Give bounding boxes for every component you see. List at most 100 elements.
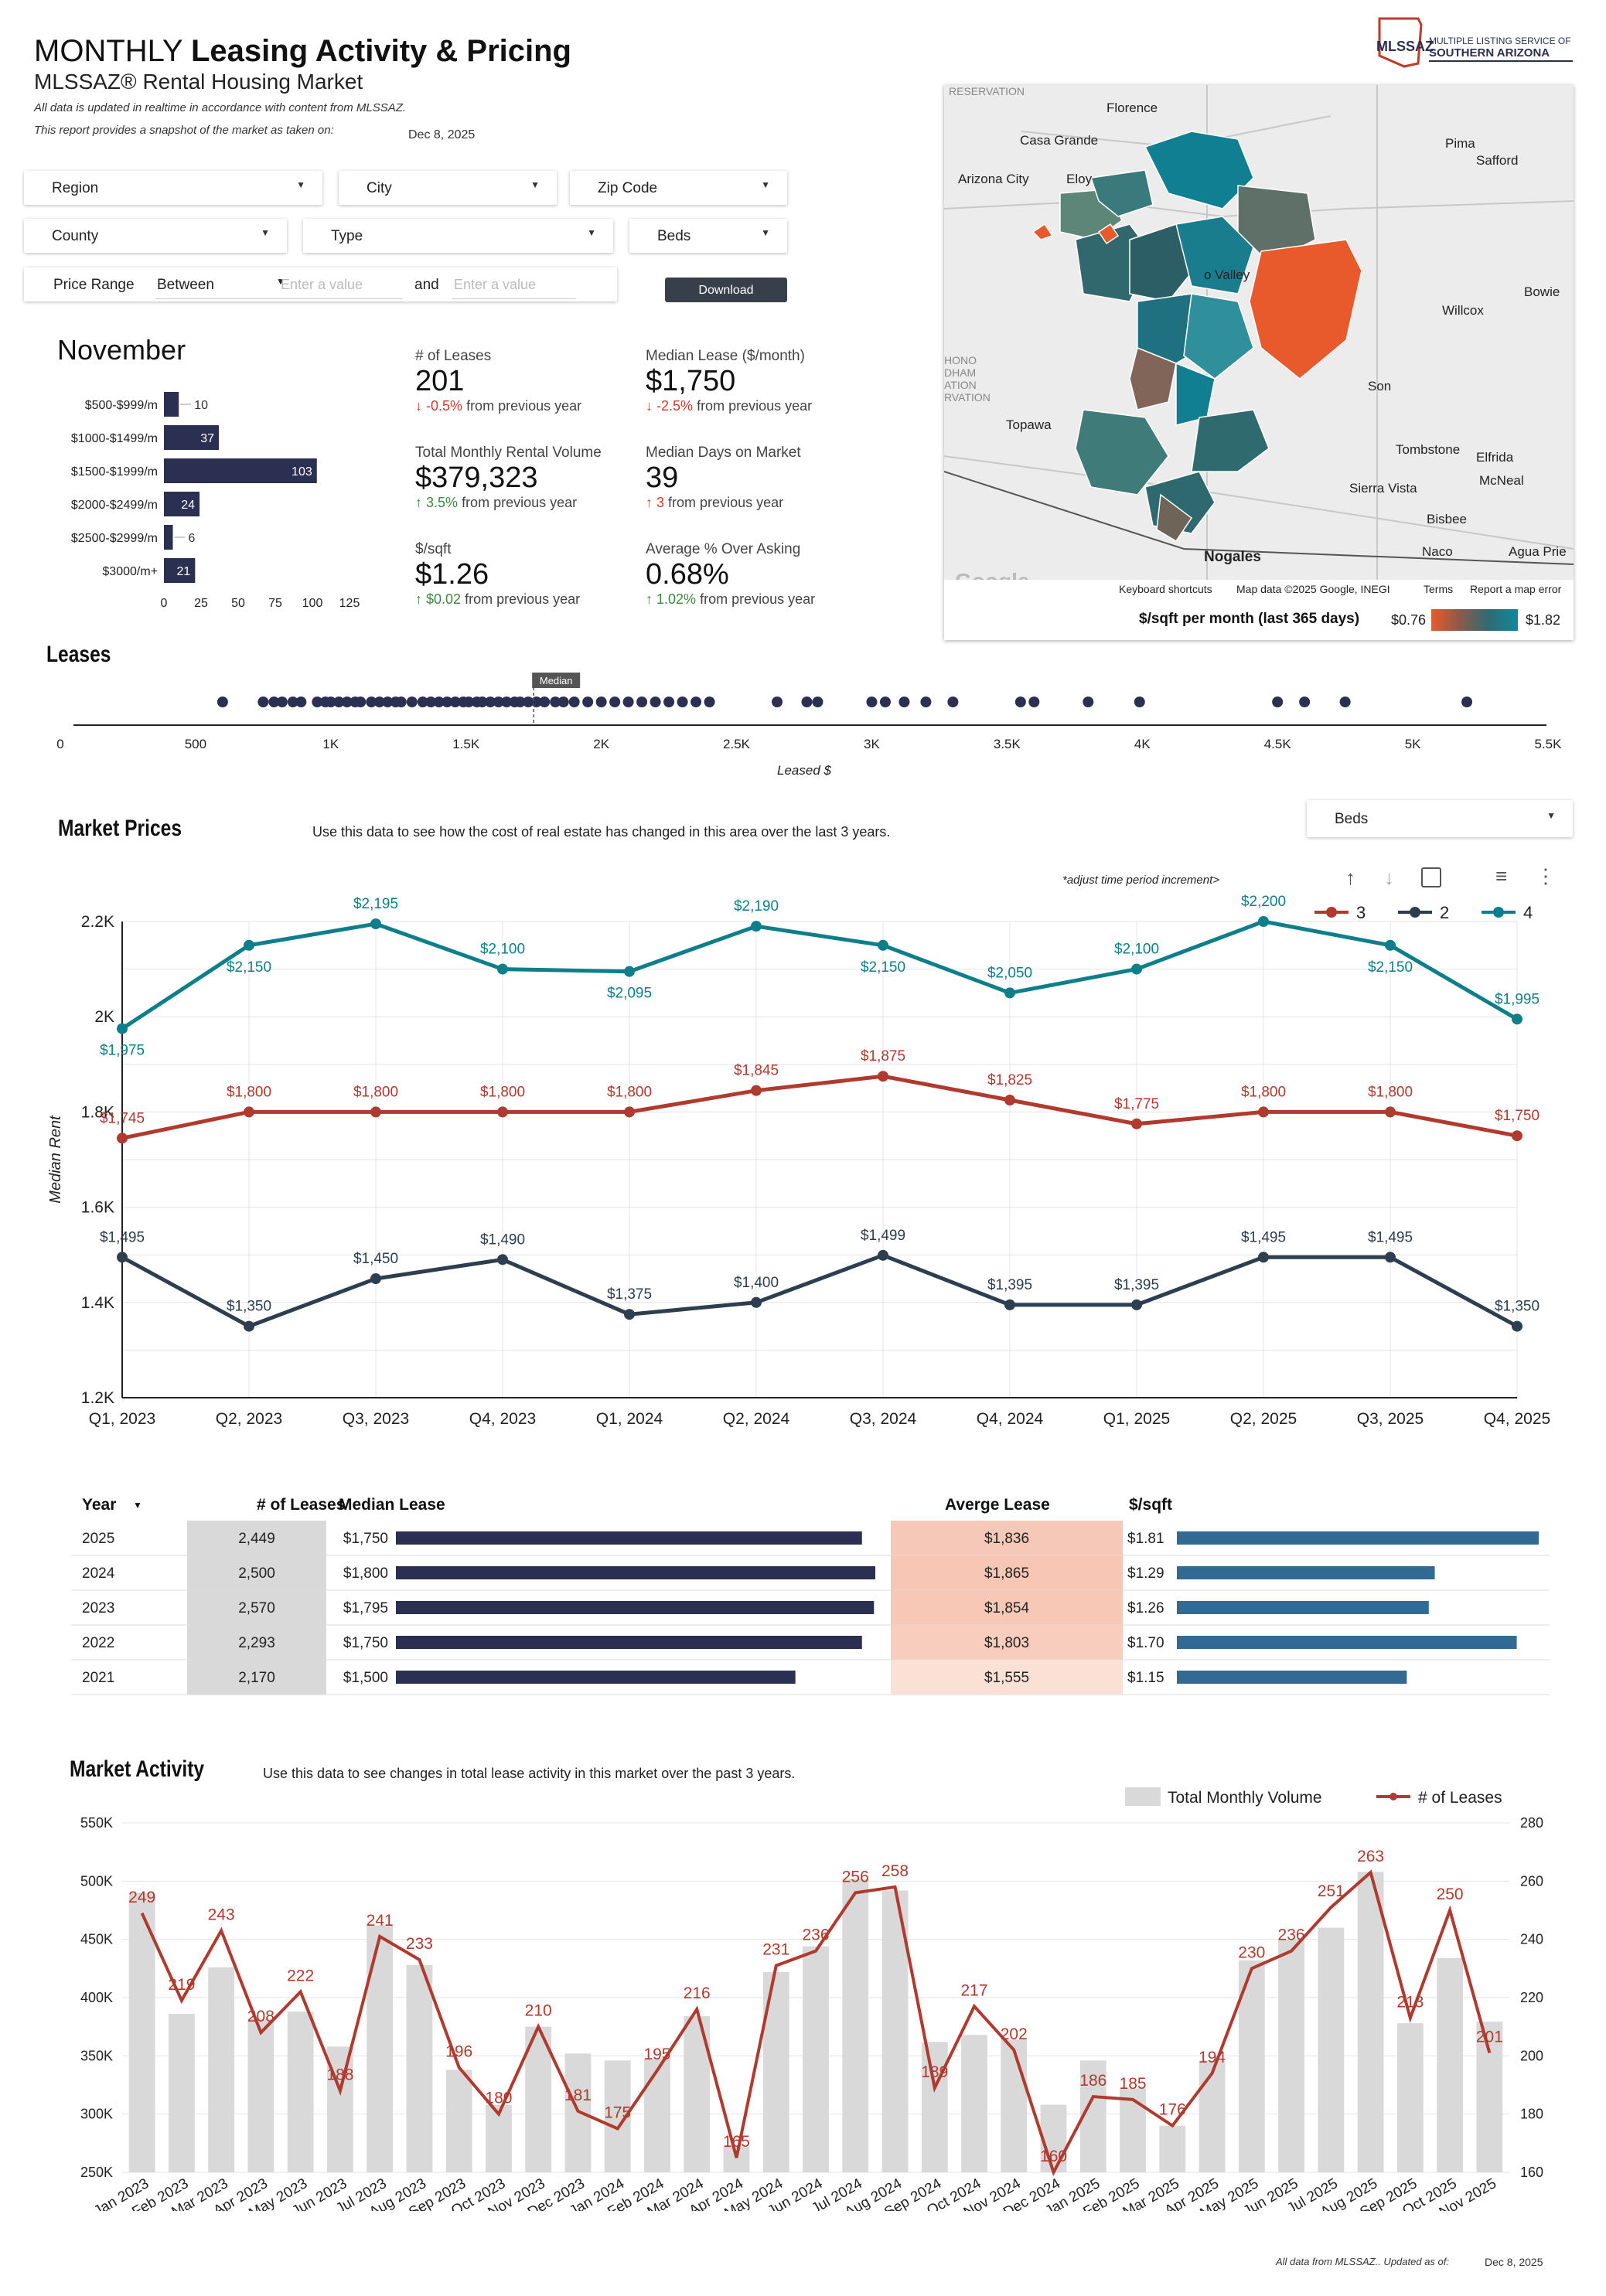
bar-data-label: 37 [200,432,214,445]
lease-dot [622,697,634,707]
lease-dot [341,697,353,707]
up-arrow-icon: ↑ [646,495,653,510]
series-data-label-3: $1,800 [1368,1084,1413,1100]
arrow-up-icon[interactable]: ↑ [1345,866,1355,889]
psf-cell: $1.29 [1127,1565,1164,1582]
type-filter[interactable]: Type ▼ [303,219,613,253]
series-point-2 [1131,1299,1142,1310]
map-place-florence: Florence [1106,100,1158,115]
price-range-filter: Price Range Between ▼ Enter a value and … [24,267,617,301]
volume-bar [1357,1872,1384,2172]
city-filter[interactable]: City ▼ [339,171,557,205]
more-vert-icon[interactable]: ⋮ [1536,864,1556,887]
bar-mark [164,525,173,550]
lease-dot [366,697,377,707]
volume-bar [803,1946,829,2172]
bar-mark [164,458,317,483]
kpi-leases-value: 201 [415,365,465,397]
county-filter[interactable]: County ▼ [24,219,287,253]
download-button[interactable]: Download [665,278,787,302]
price-min-input[interactable]: Enter a value [279,267,403,299]
report-map-error-link[interactable]: Report a map error [1470,583,1562,595]
up-arrow-icon: ↑ [415,591,422,607]
lease-dot [550,697,561,707]
map-place-arizona-city: Arizona City [958,172,1029,186]
series-line-2 [121,1253,1519,1329]
beds-filter[interactable]: Beds ▼ [629,219,787,253]
zip-filter[interactable]: Zip Code ▼ [570,171,787,205]
x-tick-label: Q4, 2023 [469,1410,536,1428]
lease-dot [582,697,594,707]
market-prices-beds-dropdown[interactable]: Beds ▼ [1307,800,1573,837]
series-point-4 [370,918,381,930]
avg-cell: $1,854 [984,1600,1030,1616]
up-arrow-icon: ↑ [415,495,422,510]
leases-cell-bg [187,1521,326,1555]
lease-dot [650,697,661,707]
lease-dot [295,697,307,707]
series-point-3 [1131,1118,1142,1129]
leases-data-label: 188 [326,2066,353,2084]
series-point-4 [1385,939,1396,951]
lease-dot [268,697,280,707]
map-place-pima: Pima [1445,136,1475,151]
leases-data-label: 165 [723,2133,750,2151]
map-place-son: Son [1368,379,1392,393]
map-place-valley: o Valley [1204,267,1250,282]
volume-bar [961,2035,987,2172]
y-left-tick-label: 500K [80,1873,113,1889]
volume-bar [1278,1939,1305,2172]
leases-data-label: 258 [881,1862,909,1880]
series-line-4 [121,919,1519,1030]
bar-mark [164,392,179,417]
map-canvas [944,85,1574,580]
market-activity-combo-chart: 250K 300K 350K 400K 450K 500K 550K 160 180 200 220… [80,1787,1543,2211]
map-place-hono: HONO [944,354,977,366]
leases-data-label: 181 [564,2086,592,2104]
x-tick-label: Q1, 2025 [1103,1410,1170,1428]
series-point-3 [370,1106,381,1118]
adjust-time-note: *adjust time period increment> [1062,874,1220,887]
arrow-down-icon[interactable]: ↓ [1384,866,1394,889]
map-place-sierra-vista: Sierra Vista [1349,481,1417,496]
series-data-label-3: $1,800 [353,1084,398,1100]
lease-dot [920,697,932,707]
drill-icon[interactable] [1421,867,1441,887]
price-min-placeholder: Enter a value [281,277,363,292]
series-data-label-4: $2,190 [734,898,779,915]
kpi-over-asking-suffix: from previous year [700,591,816,607]
legend-label-4: 4 [1523,903,1533,922]
page-subtitle: MLSSAZ® Rental Housing Market [34,70,363,94]
x-tick-label: 2K [593,737,609,751]
leases-data-label: 243 [208,1906,235,1923]
lease-dot [690,697,702,707]
y-left-tick-label: 300K [80,2107,113,2122]
series-data-label-4: $2,050 [987,965,1032,981]
map-place-ation: ATION [944,379,977,391]
bar-data-label: 21 [177,565,191,578]
keyboard-shortcuts-link[interactable]: Keyboard shortcuts [1119,583,1212,595]
series-data-label-4: $2,095 [607,986,652,1002]
and-label: and [414,277,439,293]
between-select[interactable]: Between ▼ [155,267,299,299]
x-tick-label: Q2, 2023 [216,1410,282,1428]
lease-dot [382,697,394,707]
lease-dot [276,697,288,707]
price-max-input[interactable]: Enter a value [452,267,576,299]
col-header-avg: Averge Lease [945,1496,1050,1514]
filter-icon[interactable]: ≡ [1495,864,1508,887]
price-map[interactable]: Florence Casa Grande Arizona City Eloy P… [944,85,1574,640]
leases-data-label: 236 [802,1926,829,1944]
series-data-label-3: $1,875 [861,1048,905,1065]
region-filter[interactable]: Region ▼ [24,171,322,205]
series-point-2 [1004,1299,1015,1310]
chevron-down-icon: ▼ [296,179,305,190]
kpi-leases-change: -0.5% [426,398,463,414]
series-data-label-4: $2,150 [227,959,271,976]
lease-dot [677,697,688,707]
county-filter-label: County [52,228,99,244]
volume-bar [247,2018,274,2172]
terms-link[interactable]: Terms [1424,583,1454,595]
market-prices-title: Market Prices [58,816,182,841]
series-point-4 [1004,987,1015,999]
